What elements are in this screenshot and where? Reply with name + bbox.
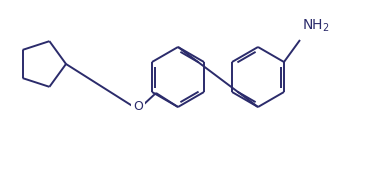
Text: NH$_2$: NH$_2$ <box>302 18 330 34</box>
Text: O: O <box>133 100 143 114</box>
